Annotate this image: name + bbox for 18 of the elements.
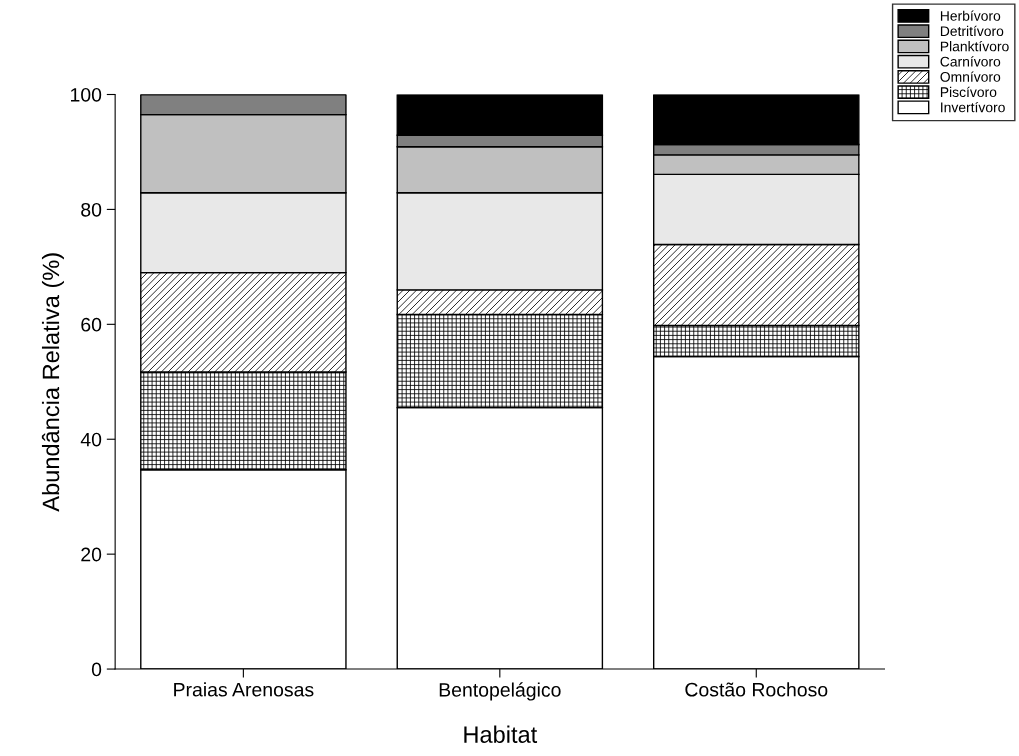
legend-label: Herbívoro (940, 10, 1001, 21)
legend-label: Detritívoro (940, 25, 1004, 37)
y-axis-title: Abundância Relativa (%) (41, 253, 64, 512)
y-tick-label: 40 (80, 432, 102, 447)
legend-label: Omnívoro (940, 71, 1001, 82)
x-tick-label: Praias Arenosas (174, 682, 314, 697)
legend-label: Carnívoro (940, 56, 1001, 67)
y-tick-label: 0 (91, 662, 102, 677)
y-tick-label: 100 (71, 87, 102, 102)
y-tick-label: 80 (81, 202, 102, 217)
x-tick-label: Costão Rochoso (685, 682, 828, 697)
legend-label: Planktívoro (940, 40, 1009, 52)
y-tick-label: 60 (81, 317, 102, 332)
legend-label: Invertívoro (941, 101, 1005, 113)
x-axis-title: Habitat (464, 725, 538, 743)
y-tick-label: 20 (81, 547, 102, 562)
legend-label: Piscívoro (940, 86, 997, 98)
x-tick-label: Bentopelágico (439, 682, 561, 701)
